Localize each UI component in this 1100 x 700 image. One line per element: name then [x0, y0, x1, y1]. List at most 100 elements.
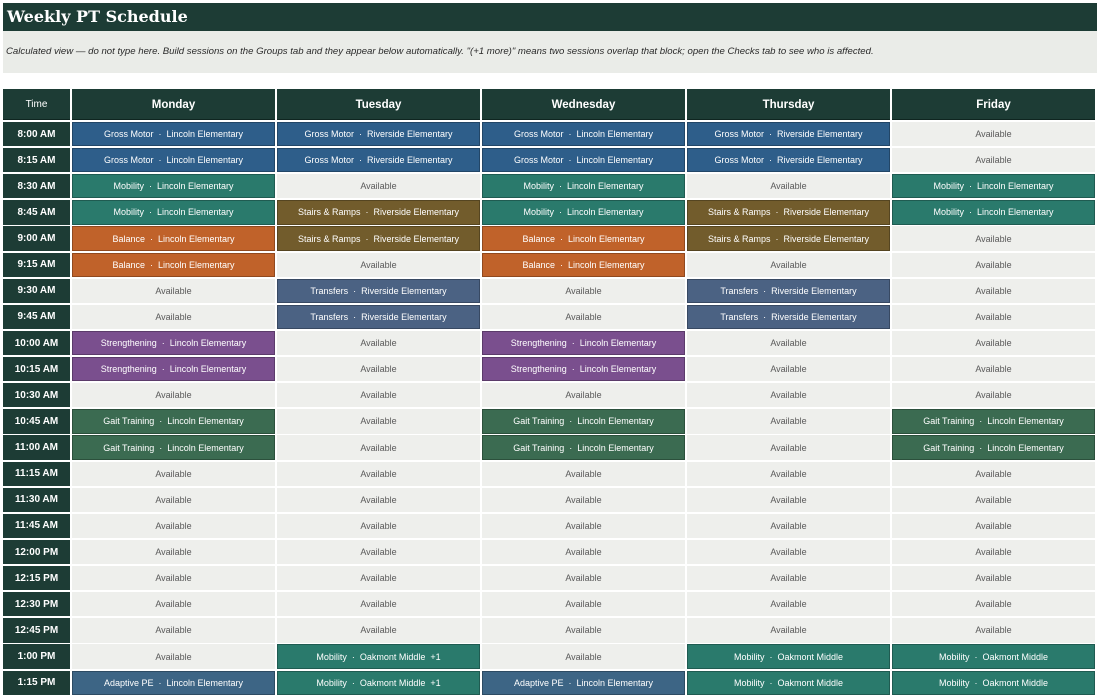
available-slot-monday[interactable]: Available	[72, 278, 275, 303]
available-slot-friday[interactable]: Available	[892, 330, 1095, 356]
session-cell-monday[interactable]: Gross Motor · Lincoln Elementary	[72, 148, 275, 173]
available-slot-friday[interactable]: Available	[892, 383, 1095, 408]
available-slot-wednesday[interactable]: Available	[482, 304, 685, 329]
time-slot-label[interactable]: 9:45 AM	[3, 304, 70, 329]
session-cell-thursday[interactable]: Gross Motor · Riverside Elementary	[687, 148, 890, 173]
available-slot-tuesday[interactable]: Available	[277, 435, 480, 460]
available-slot-tuesday[interactable]: Available	[277, 461, 480, 486]
available-slot-wednesday[interactable]: Available	[482, 513, 685, 538]
session-cell-monday[interactable]: Gross Motor · Lincoln Elementary	[72, 121, 275, 147]
available-slot-monday[interactable]: Available	[72, 461, 275, 486]
available-slot-monday[interactable]: Available	[72, 539, 275, 565]
session-cell-tuesday[interactable]: Gross Motor · Riverside Elementary	[277, 121, 480, 147]
column-header-tuesday[interactable]: Tuesday	[277, 89, 480, 120]
available-slot-thursday[interactable]: Available	[687, 487, 890, 512]
time-slot-label[interactable]: 11:15 AM	[3, 461, 70, 486]
session-cell-monday[interactable]: Gait Training · Lincoln Elementary	[72, 435, 275, 460]
session-cell-monday[interactable]: Mobility · Lincoln Elementary	[72, 174, 275, 199]
available-slot-wednesday[interactable]: Available	[482, 461, 685, 486]
available-slot-friday[interactable]: Available	[892, 304, 1095, 329]
available-slot-monday[interactable]: Available	[72, 383, 275, 408]
session-cell-thursday[interactable]: Stairs & Ramps · Riverside Elementary	[687, 200, 890, 225]
session-cell-monday[interactable]: Gait Training · Lincoln Elementary	[72, 409, 275, 434]
column-header-thursday[interactable]: Thursday	[687, 89, 890, 120]
available-slot-tuesday[interactable]: Available	[277, 383, 480, 408]
available-slot-tuesday[interactable]: Available	[277, 566, 480, 591]
time-slot-label[interactable]: 12:00 PM	[3, 539, 70, 565]
session-cell-monday[interactable]: Balance · Lincoln Elementary	[72, 226, 275, 251]
time-slot-label[interactable]: 10:45 AM	[3, 409, 70, 434]
session-cell-wednesday[interactable]: Adaptive PE · Lincoln Elementary	[482, 670, 685, 695]
available-slot-monday[interactable]: Available	[72, 487, 275, 512]
available-slot-friday[interactable]: Available	[892, 618, 1095, 643]
session-cell-thursday[interactable]: Mobility · Oakmont Middle	[687, 670, 890, 695]
session-cell-monday[interactable]: Balance · Lincoln Elementary	[72, 252, 275, 277]
available-slot-thursday[interactable]: Available	[687, 461, 890, 486]
time-slot-label[interactable]: 10:30 AM	[3, 383, 70, 408]
available-slot-friday[interactable]: Available	[892, 539, 1095, 565]
session-cell-friday[interactable]: Gait Training · Lincoln Elementary	[892, 409, 1095, 434]
available-slot-friday[interactable]: Available	[892, 513, 1095, 538]
session-cell-tuesday[interactable]: Gross Motor · Riverside Elementary	[277, 148, 480, 173]
session-cell-friday[interactable]: Mobility · Oakmont Middle	[892, 670, 1095, 695]
session-cell-monday[interactable]: Strengthening · Lincoln Elementary	[72, 330, 275, 356]
available-slot-thursday[interactable]: Available	[687, 357, 890, 382]
available-slot-friday[interactable]: Available	[892, 357, 1095, 382]
available-slot-friday[interactable]: Available	[892, 487, 1095, 512]
session-cell-tuesday[interactable]: Transfers · Riverside Elementary	[277, 304, 480, 329]
time-slot-label[interactable]: 8:30 AM	[3, 174, 70, 199]
available-slot-tuesday[interactable]: Available	[277, 330, 480, 356]
time-slot-label[interactable]: 12:45 PM	[3, 618, 70, 643]
available-slot-tuesday[interactable]: Available	[277, 513, 480, 538]
session-cell-wednesday[interactable]: Gross Motor · Lincoln Elementary	[482, 148, 685, 173]
time-slot-label[interactable]: 10:15 AM	[3, 357, 70, 382]
session-cell-thursday[interactable]: Mobility · Oakmont Middle	[687, 644, 890, 669]
available-slot-thursday[interactable]: Available	[687, 618, 890, 643]
column-header-friday[interactable]: Friday	[892, 89, 1095, 120]
session-cell-wednesday[interactable]: Gross Motor · Lincoln Elementary	[482, 121, 685, 147]
session-cell-tuesday[interactable]: Mobility · Oakmont Middle +1	[277, 644, 480, 669]
available-slot-wednesday[interactable]: Available	[482, 539, 685, 565]
available-slot-wednesday[interactable]: Available	[482, 383, 685, 408]
available-slot-thursday[interactable]: Available	[687, 252, 890, 277]
session-cell-friday[interactable]: Mobility · Oakmont Middle	[892, 644, 1095, 669]
session-cell-tuesday[interactable]: Stairs & Ramps · Riverside Elementary	[277, 226, 480, 251]
available-slot-tuesday[interactable]: Available	[277, 487, 480, 512]
column-header-wednesday[interactable]: Wednesday	[482, 89, 685, 120]
available-slot-monday[interactable]: Available	[72, 592, 275, 617]
available-slot-friday[interactable]: Available	[892, 566, 1095, 591]
available-slot-thursday[interactable]: Available	[687, 174, 890, 199]
available-slot-thursday[interactable]: Available	[687, 435, 890, 460]
time-slot-label[interactable]: 9:00 AM	[3, 226, 70, 251]
session-cell-wednesday[interactable]: Mobility · Lincoln Elementary	[482, 174, 685, 199]
available-slot-friday[interactable]: Available	[892, 121, 1095, 147]
available-slot-monday[interactable]: Available	[72, 304, 275, 329]
session-cell-thursday[interactable]: Gross Motor · Riverside Elementary	[687, 121, 890, 147]
session-cell-thursday[interactable]: Stairs & Ramps · Riverside Elementary	[687, 226, 890, 251]
available-slot-wednesday[interactable]: Available	[482, 618, 685, 643]
time-slot-label[interactable]: 8:00 AM	[3, 121, 70, 147]
available-slot-thursday[interactable]: Available	[687, 330, 890, 356]
time-slot-label[interactable]: 8:45 AM	[3, 200, 70, 225]
session-cell-wednesday[interactable]: Gait Training · Lincoln Elementary	[482, 409, 685, 434]
session-cell-wednesday[interactable]: Strengthening · Lincoln Elementary	[482, 357, 685, 382]
available-slot-friday[interactable]: Available	[892, 278, 1095, 303]
session-cell-thursday[interactable]: Transfers · Riverside Elementary	[687, 278, 890, 303]
available-slot-thursday[interactable]: Available	[687, 513, 890, 538]
session-cell-tuesday[interactable]: Mobility · Oakmont Middle +1	[277, 670, 480, 695]
available-slot-monday[interactable]: Available	[72, 618, 275, 643]
available-slot-thursday[interactable]: Available	[687, 409, 890, 434]
session-cell-wednesday[interactable]: Balance · Lincoln Elementary	[482, 226, 685, 251]
time-slot-label[interactable]: 11:45 AM	[3, 513, 70, 538]
available-slot-friday[interactable]: Available	[892, 226, 1095, 251]
available-slot-wednesday[interactable]: Available	[482, 566, 685, 591]
time-slot-label[interactable]: 9:30 AM	[3, 278, 70, 303]
column-header-monday[interactable]: Monday	[72, 89, 275, 120]
time-slot-label[interactable]: 11:30 AM	[3, 487, 70, 512]
available-slot-tuesday[interactable]: Available	[277, 409, 480, 434]
available-slot-tuesday[interactable]: Available	[277, 174, 480, 199]
available-slot-wednesday[interactable]: Available	[482, 592, 685, 617]
time-slot-label[interactable]: 9:15 AM	[3, 252, 70, 277]
available-slot-friday[interactable]: Available	[892, 148, 1095, 173]
time-slot-label[interactable]: 8:15 AM	[3, 148, 70, 173]
